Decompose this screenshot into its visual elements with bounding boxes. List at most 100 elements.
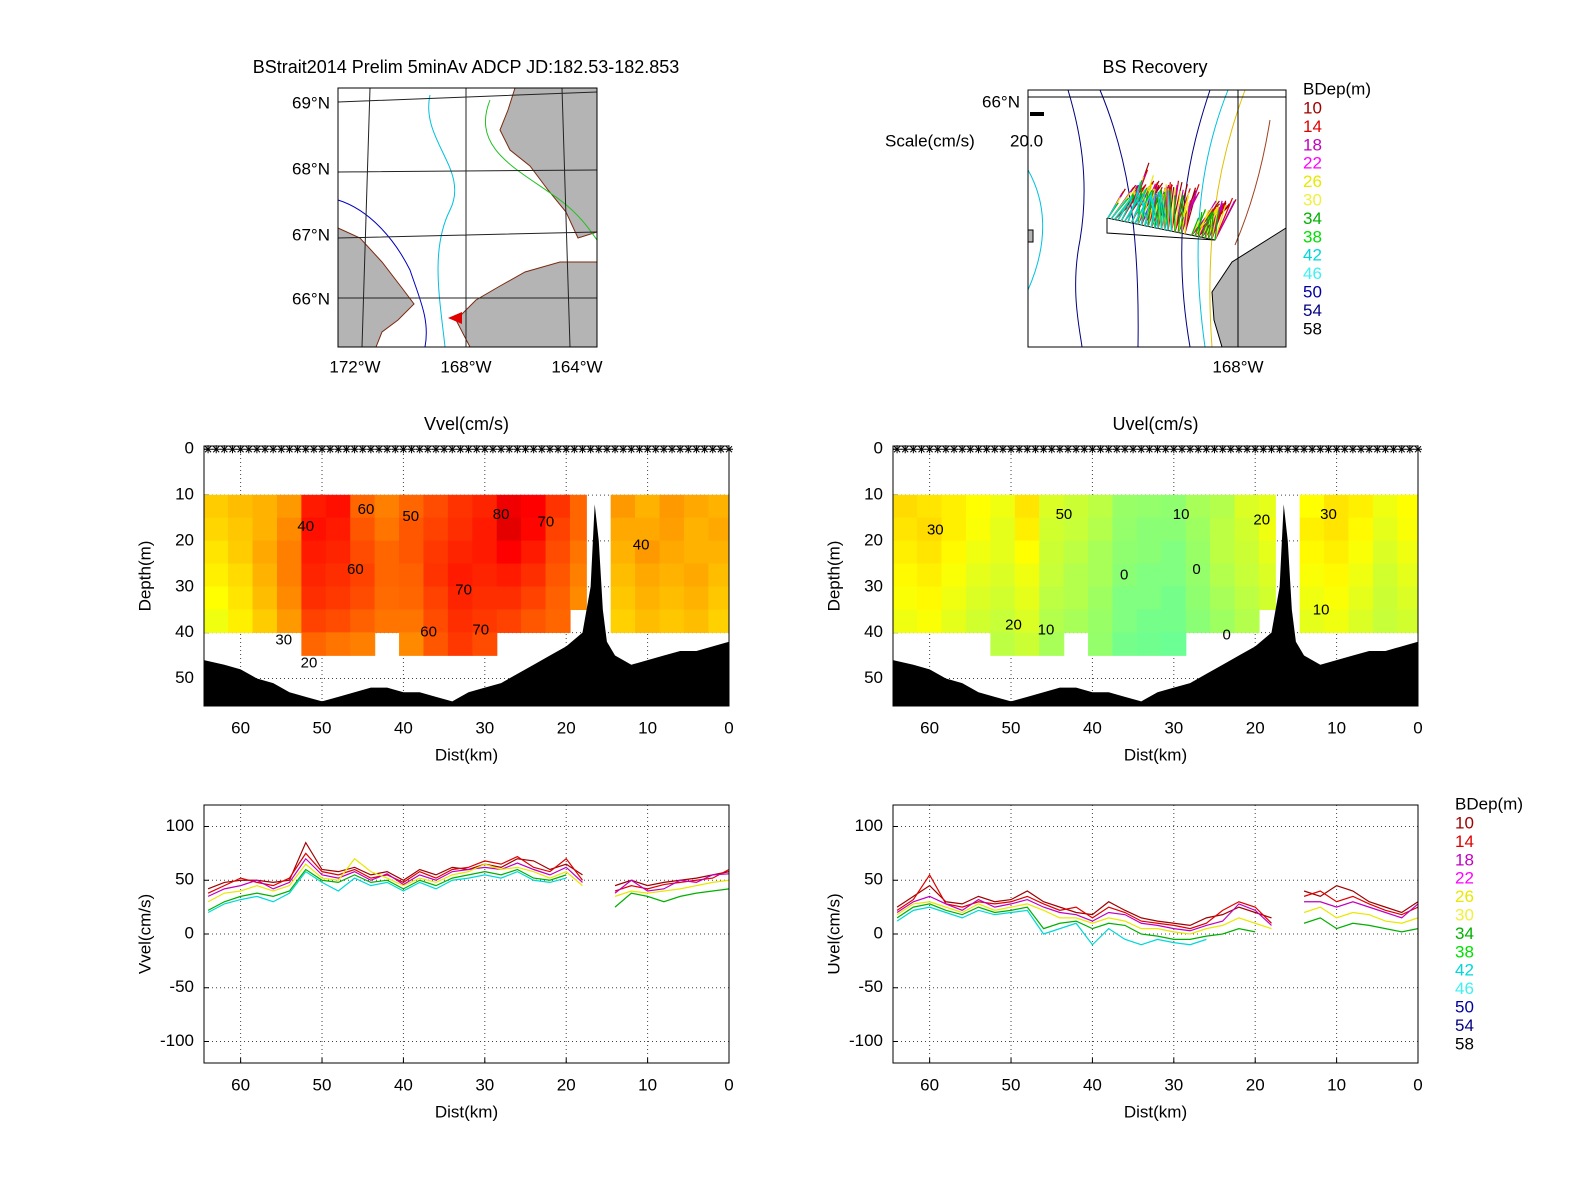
station-marker	[1129, 445, 1138, 454]
y-tick-label: 0	[185, 439, 194, 458]
field-cell	[203, 609, 229, 633]
field-cell	[301, 609, 327, 633]
map-frame	[337, 87, 598, 348]
legend-entry: 54	[1455, 1016, 1474, 1035]
x-tick-label: 30	[1164, 1075, 1183, 1094]
lat-label: 67°N	[292, 225, 330, 244]
station-marker	[1405, 445, 1414, 454]
contour-label: 30	[927, 521, 944, 538]
station-marker	[228, 445, 237, 454]
field-cell	[1136, 517, 1162, 542]
station-marker	[602, 445, 611, 454]
field-cell	[708, 540, 730, 565]
y-tick-label: 50	[175, 870, 194, 889]
station-marker	[917, 445, 926, 454]
field-cell	[1112, 540, 1138, 565]
station-marker	[1153, 445, 1162, 454]
series-line	[896, 884, 1419, 927]
isobath	[484, 99, 598, 241]
field-cell	[350, 609, 376, 633]
station-marker	[909, 445, 918, 454]
map-frame	[1027, 89, 1287, 348]
station-marker	[1055, 445, 1064, 454]
legend-entry: 30	[1455, 905, 1474, 924]
x-tick-label: 60	[231, 1075, 250, 1094]
station-marker	[1267, 445, 1276, 454]
station-marker	[399, 445, 408, 454]
field-cell	[1210, 494, 1236, 519]
velocity-stick	[1201, 216, 1210, 238]
station-marker	[318, 445, 327, 454]
field-cell	[635, 609, 661, 633]
x-tick-label: 10	[638, 1075, 657, 1094]
field-cell	[1210, 540, 1236, 565]
field-cell	[1234, 609, 1260, 633]
field-cell	[708, 517, 730, 542]
land	[1027, 229, 1034, 243]
station-marker	[1259, 445, 1268, 454]
field-cell	[659, 494, 685, 519]
x-axis-label: Dist(km)	[435, 1102, 498, 1121]
field-cell	[423, 540, 449, 565]
field-cell	[892, 540, 918, 565]
legend-entry: 26	[1455, 887, 1474, 906]
contour-label: 0	[1223, 626, 1231, 643]
y-tick-label: 10	[864, 485, 883, 504]
station-marker	[309, 445, 318, 454]
station-marker	[1112, 445, 1121, 454]
graticule	[1028, 90, 1286, 347]
velocity-stick	[1147, 196, 1153, 227]
legend-entry: 22	[1455, 869, 1474, 888]
velocity-stick	[1157, 192, 1163, 230]
series-line	[896, 895, 1419, 932]
station-marker	[1308, 445, 1317, 454]
field-cell	[917, 609, 943, 633]
field-cell	[1088, 540, 1114, 565]
y-tick-label: 10	[175, 485, 194, 504]
station-marker	[1316, 445, 1325, 454]
field-cell	[990, 586, 1016, 611]
field-cell	[1161, 586, 1187, 611]
station-marker	[1300, 445, 1309, 454]
contour-label: 20	[301, 654, 318, 671]
contour-label: 50	[402, 508, 419, 525]
station-marker	[1202, 445, 1211, 454]
station-marker	[570, 445, 579, 454]
lon-label: 164°W	[551, 357, 602, 376]
field-cell	[228, 609, 254, 633]
velocity-stick	[1137, 175, 1154, 225]
series-line	[896, 906, 1207, 946]
legend-entry: 42	[1303, 246, 1322, 265]
field-cell	[708, 494, 730, 519]
legend-entry: 38	[1455, 942, 1474, 961]
field-cell	[941, 494, 967, 519]
field-cell	[610, 494, 636, 519]
station-marker	[1039, 445, 1048, 454]
field-cell	[1088, 517, 1114, 542]
station-marker	[1348, 445, 1357, 454]
field-cell	[990, 563, 1016, 588]
station-marker	[545, 445, 554, 454]
field-cell	[1397, 563, 1419, 588]
x-tick-label: 50	[313, 718, 332, 737]
field-cell	[1112, 494, 1138, 519]
x-tick-label: 20	[1246, 718, 1265, 737]
field-cell	[228, 563, 254, 588]
field-cell	[1161, 563, 1187, 588]
velocity-stick	[1110, 198, 1128, 220]
x-axis-label: Dist(km)	[435, 745, 498, 764]
field-cell	[325, 632, 351, 656]
field-cell	[683, 609, 709, 633]
legend-entry: 46	[1455, 979, 1474, 998]
x-tick-label: 50	[1002, 718, 1021, 737]
contour-label: 30	[275, 631, 292, 648]
station-marker	[1397, 445, 1406, 454]
contour-label: 60	[420, 624, 437, 641]
field-cell	[1210, 586, 1236, 611]
field-cell	[683, 563, 709, 588]
field-cell	[1112, 632, 1138, 656]
legend-entry: 58	[1303, 319, 1322, 338]
contour-label: 20	[1005, 616, 1022, 633]
station-marker	[431, 445, 440, 454]
